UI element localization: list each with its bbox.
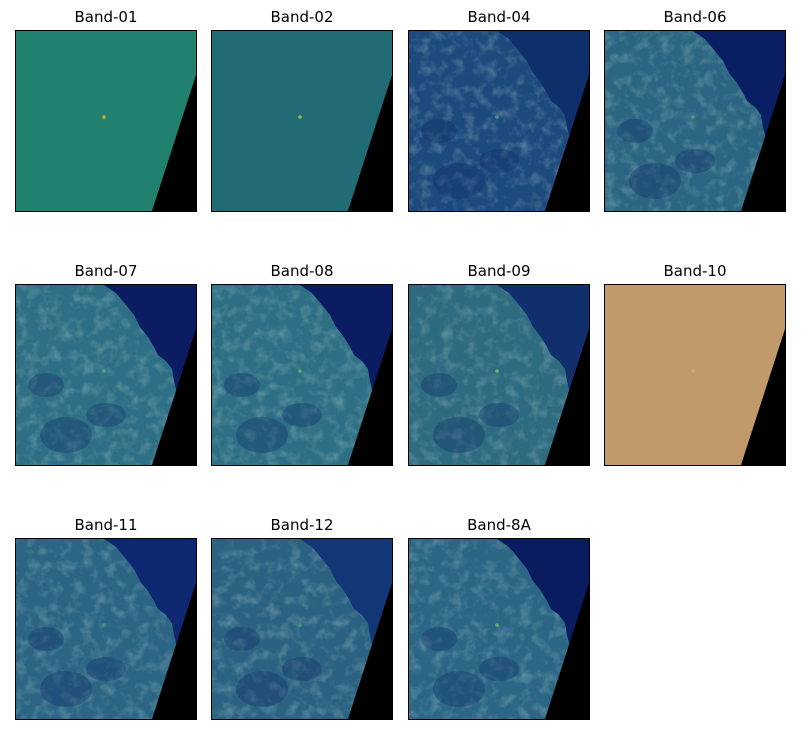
bright-spot: [298, 115, 302, 119]
panel-title: Band-11: [74, 516, 138, 534]
panel-title: Band-02: [270, 8, 334, 26]
lowland-patch: [433, 417, 485, 453]
band-image: [211, 284, 393, 466]
lowland-patch: [224, 373, 260, 397]
bright-spot: [102, 369, 106, 373]
bright-spot: [495, 623, 499, 627]
nodata-wedge: [348, 329, 392, 465]
bright-spot: [102, 115, 106, 119]
lowland-patch: [282, 403, 322, 427]
satellite-band-raster: [212, 285, 392, 465]
lowland-patch: [236, 417, 288, 453]
lowland-patch: [421, 373, 457, 397]
lowland-patch: [675, 149, 715, 173]
lowland-patch: [421, 119, 457, 143]
band-image: [15, 30, 197, 212]
satellite-band-raster: [605, 31, 785, 211]
lowland-patch: [40, 671, 92, 707]
lowland-patch: [28, 373, 64, 397]
panel-title: Band-12: [270, 516, 334, 534]
band-image: [604, 30, 786, 212]
nodata-wedge: [545, 583, 589, 719]
lowland-patch: [236, 671, 288, 707]
band-image: [408, 30, 590, 212]
sea-area: [497, 285, 589, 465]
lowland-patch: [479, 657, 519, 681]
panel-title: Band-10: [663, 262, 727, 280]
sea-area: [104, 285, 196, 465]
nodata-wedge: [545, 75, 589, 211]
band-image: [408, 538, 590, 720]
sea-area: [300, 31, 392, 211]
sea-area: [693, 31, 785, 211]
panel-title: Band-01: [74, 8, 138, 26]
satellite-band-raster: [212, 31, 392, 211]
satellite-band-raster: [605, 285, 785, 465]
satellite-band-raster: [16, 539, 196, 719]
nodata-wedge: [152, 329, 196, 465]
lowland-patch: [282, 657, 322, 681]
sea-area: [497, 539, 589, 719]
bright-spot: [102, 623, 106, 627]
panel-title: Band-08: [270, 262, 334, 280]
lowland-patch: [421, 627, 457, 651]
nodata-wedge: [348, 75, 392, 211]
band-image: [408, 284, 590, 466]
panel-title: Band-09: [467, 262, 531, 280]
nodata-wedge: [741, 329, 785, 465]
bright-spot: [298, 623, 302, 627]
sea-area: [497, 31, 589, 211]
bright-spot: [691, 369, 695, 373]
bright-spot: [691, 115, 695, 119]
lowland-patch: [86, 403, 126, 427]
nodata-wedge: [348, 583, 392, 719]
sea-area: [300, 285, 392, 465]
satellite-band-raster: [409, 285, 589, 465]
panel-title: Band-07: [74, 262, 138, 280]
lowland-patch: [479, 403, 519, 427]
lowland-patch: [224, 627, 260, 651]
band-image: [211, 30, 393, 212]
band-image: [604, 284, 786, 466]
lowland-patch: [479, 149, 519, 173]
panel-title: Band-8A: [467, 516, 531, 534]
band-image: [15, 538, 197, 720]
lowland-patch: [629, 163, 681, 199]
lowland-patch: [433, 163, 485, 199]
sea-area: [104, 31, 196, 211]
nodata-wedge: [152, 583, 196, 719]
satellite-band-raster: [409, 31, 589, 211]
panel-title: Band-06: [663, 8, 727, 26]
bright-spot: [495, 115, 499, 119]
nodata-wedge: [741, 75, 785, 211]
satellite-band-raster: [409, 539, 589, 719]
lowland-patch: [86, 657, 126, 681]
bright-spot: [298, 369, 302, 373]
satellite-band-raster: [16, 285, 196, 465]
sea-area: [693, 285, 785, 465]
sea-area: [104, 539, 196, 719]
sea-area: [300, 539, 392, 719]
satellite-band-raster: [16, 31, 196, 211]
lowland-patch: [617, 119, 653, 143]
satellite-band-raster: [212, 539, 392, 719]
lowland-patch: [433, 671, 485, 707]
nodata-wedge: [152, 75, 196, 211]
nodata-wedge: [545, 329, 589, 465]
bright-spot: [495, 369, 499, 373]
panel-title: Band-04: [467, 8, 531, 26]
lowland-patch: [28, 627, 64, 651]
lowland-patch: [40, 417, 92, 453]
band-image: [211, 538, 393, 720]
band-image: [15, 284, 197, 466]
